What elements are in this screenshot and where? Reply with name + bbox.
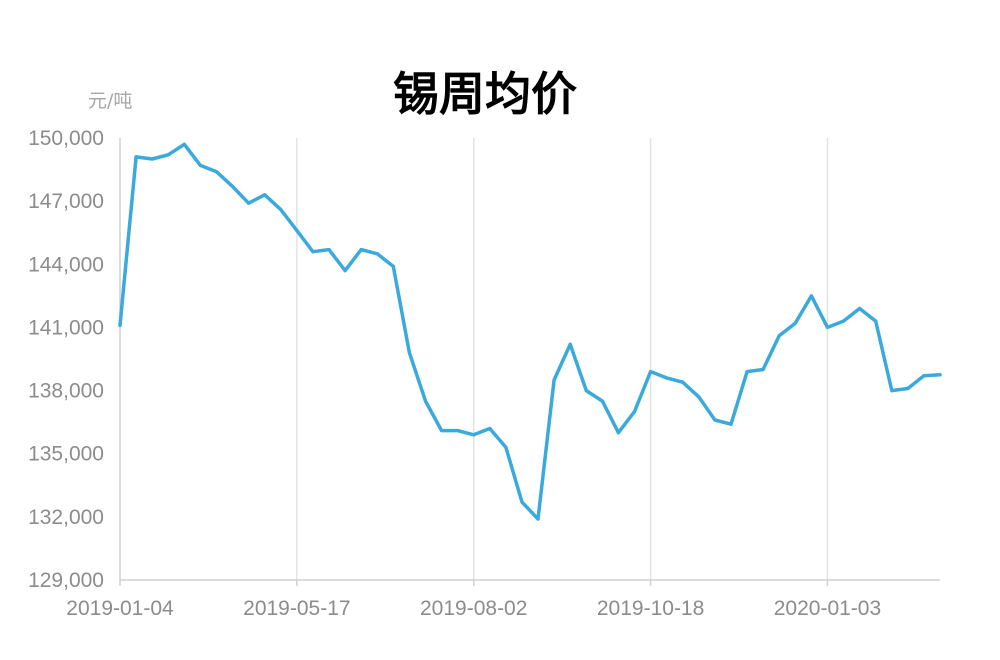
data-point — [745, 370, 749, 374]
data-point — [327, 247, 331, 252]
data-point — [134, 155, 138, 159]
y-tick-label: 138,000 — [28, 380, 104, 403]
data-point — [198, 163, 202, 167]
y-tick-label: 144,000 — [28, 253, 104, 276]
y-tick-label: 135,000 — [28, 443, 104, 466]
data-point — [648, 370, 653, 374]
data-point — [729, 422, 733, 426]
data-point — [472, 433, 476, 437]
chart-title: 锡周均价 — [393, 67, 577, 121]
series-layer — [118, 142, 942, 521]
y-tick-labels: 150,000 147,000 144,000 141,000 138,000 135,0… — [28, 127, 104, 592]
data-point — [681, 380, 685, 384]
y-tick-label: 150,000 — [28, 127, 104, 150]
data-point — [118, 323, 122, 327]
data-point — [263, 193, 267, 197]
x-tick-label: 2019-01-04 — [66, 597, 174, 620]
data-point — [247, 201, 251, 205]
data-point — [504, 445, 508, 449]
data-point — [858, 306, 862, 311]
data-point — [166, 153, 170, 157]
data-point — [922, 374, 926, 378]
data-point — [697, 395, 701, 399]
x-tick-label: 2020-01-03 — [774, 597, 881, 620]
data-point — [182, 142, 186, 146]
x-tick-label: 2019-05-17 — [243, 597, 350, 620]
data-point — [874, 319, 878, 323]
series-line — [118, 142, 942, 521]
data-point — [793, 321, 797, 325]
data-point — [295, 229, 299, 233]
data-point — [343, 269, 347, 273]
data-point — [407, 351, 412, 355]
data-point — [761, 367, 765, 372]
data-point — [375, 252, 379, 256]
data-point — [841, 319, 846, 323]
data-point — [488, 426, 492, 431]
gridlines — [296, 138, 829, 580]
data-point — [279, 207, 283, 212]
data-point — [825, 325, 830, 330]
y-tick-label: 141,000 — [28, 316, 104, 339]
data-point — [665, 376, 669, 380]
data-point — [938, 373, 942, 377]
data-point — [214, 170, 219, 174]
data-point — [552, 378, 556, 382]
data-point — [906, 386, 910, 391]
data-point — [584, 388, 588, 393]
y-axis-unit-label: 元/吨 — [88, 90, 133, 112]
data-point — [568, 342, 572, 346]
data-point — [230, 184, 235, 189]
x-tick-label: 2019-10-18 — [597, 597, 704, 620]
data-point — [890, 388, 894, 393]
data-point — [536, 517, 540, 521]
data-point — [439, 428, 444, 433]
data-point — [600, 399, 604, 403]
data-point — [150, 157, 154, 161]
y-tick-label: 132,000 — [28, 506, 104, 529]
y-tick-label: 129,000 — [28, 569, 104, 592]
data-point — [777, 334, 781, 338]
data-point — [456, 428, 460, 433]
data-point — [616, 431, 621, 435]
data-point — [423, 399, 428, 403]
y-tick-label: 147,000 — [28, 190, 104, 213]
x-tick-label: 2019-08-02 — [420, 597, 527, 620]
data-point — [391, 264, 395, 268]
data-point — [359, 247, 363, 252]
data-point — [632, 410, 637, 414]
x-tick-labels: 2019-01-04 2019-05-17 2019-08-02 2019-10-18… — [66, 580, 881, 620]
data-point — [520, 500, 524, 504]
data-point — [713, 418, 717, 422]
data-point — [809, 294, 813, 298]
data-point — [311, 250, 315, 254]
